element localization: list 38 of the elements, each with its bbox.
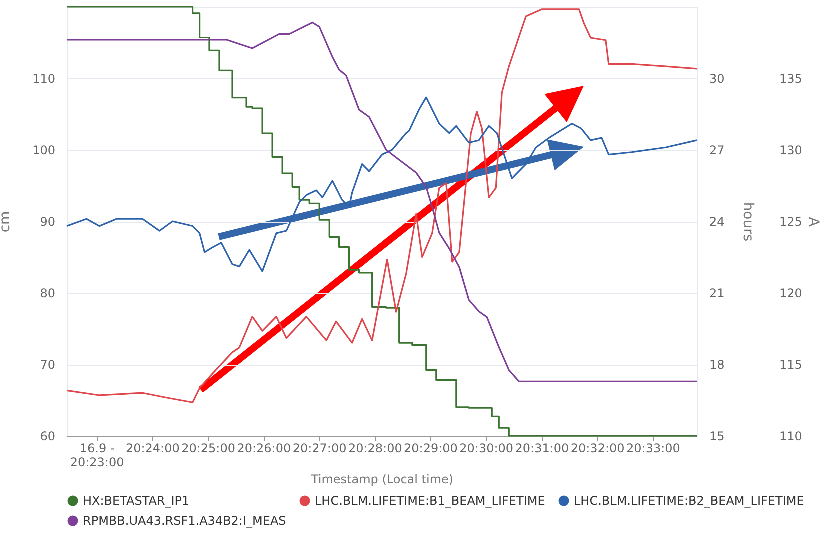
- y-tick-label: 80: [40, 286, 56, 300]
- legend-label: LHC.BLM.LIFETIME:B2_BEAM_LIFETIME: [574, 494, 804, 508]
- x-tick-label: 20:32:00: [570, 442, 625, 456]
- x-tick-label: 20:30:00: [460, 442, 514, 456]
- y2-tick-label: 30: [710, 72, 725, 86]
- x-tick-label: 20:25:00: [182, 442, 236, 456]
- y-tick-label: 90: [40, 215, 56, 229]
- y-tick-label: 70: [40, 358, 56, 372]
- line-series: [66, 96, 698, 272]
- y-axis-title: cm: [0, 211, 14, 233]
- y3-tick-label: 110: [780, 430, 802, 444]
- x-tick-label: 20:29:00: [404, 442, 458, 456]
- y3-axis-title: A: [805, 217, 822, 228]
- y2-tick-label: 21: [710, 286, 725, 300]
- y2-tick-label: 15: [710, 430, 725, 444]
- x-tick-label: 20:24:00: [126, 442, 180, 456]
- x-tick-label: 20:33:00: [626, 442, 680, 456]
- legend-label: LHC.BLM.LIFETIME:B1_BEAM_LIFETIME: [315, 494, 546, 508]
- y-tick-label: 60: [40, 430, 56, 444]
- x-tick-label: 16.9 - 20:23:00: [70, 442, 124, 470]
- legend-label: RPMBB.UA43.RSF1.A34B2:I_MEAS: [83, 514, 286, 528]
- y2-tick-label: 27: [710, 144, 725, 158]
- y2-tick-label: 24: [710, 215, 725, 229]
- y-tick-label: 110: [32, 72, 56, 86]
- x-tick-label: 20:27:00: [292, 442, 347, 456]
- y3-tick-label: 130: [780, 144, 802, 158]
- legend-label: HX:BETASTAR_IP1: [83, 494, 190, 508]
- x-tick-label: 20:28:00: [348, 442, 402, 456]
- x-axis-title: Timestamp (Local time): [310, 472, 454, 486]
- y3-tick-label: 120: [780, 286, 802, 300]
- y-tick-label: 100: [32, 144, 56, 158]
- y3-tick-label: 135: [780, 72, 802, 86]
- y2-tick-label: 18: [710, 358, 725, 372]
- x-tick-label: 20:26:00: [237, 442, 292, 456]
- y3-tick-label: 115: [780, 358, 802, 372]
- y2-axis-title: hours: [740, 202, 756, 242]
- y3-tick-label: 125: [780, 215, 802, 229]
- x-tick-label: 20:31:00: [515, 442, 570, 456]
